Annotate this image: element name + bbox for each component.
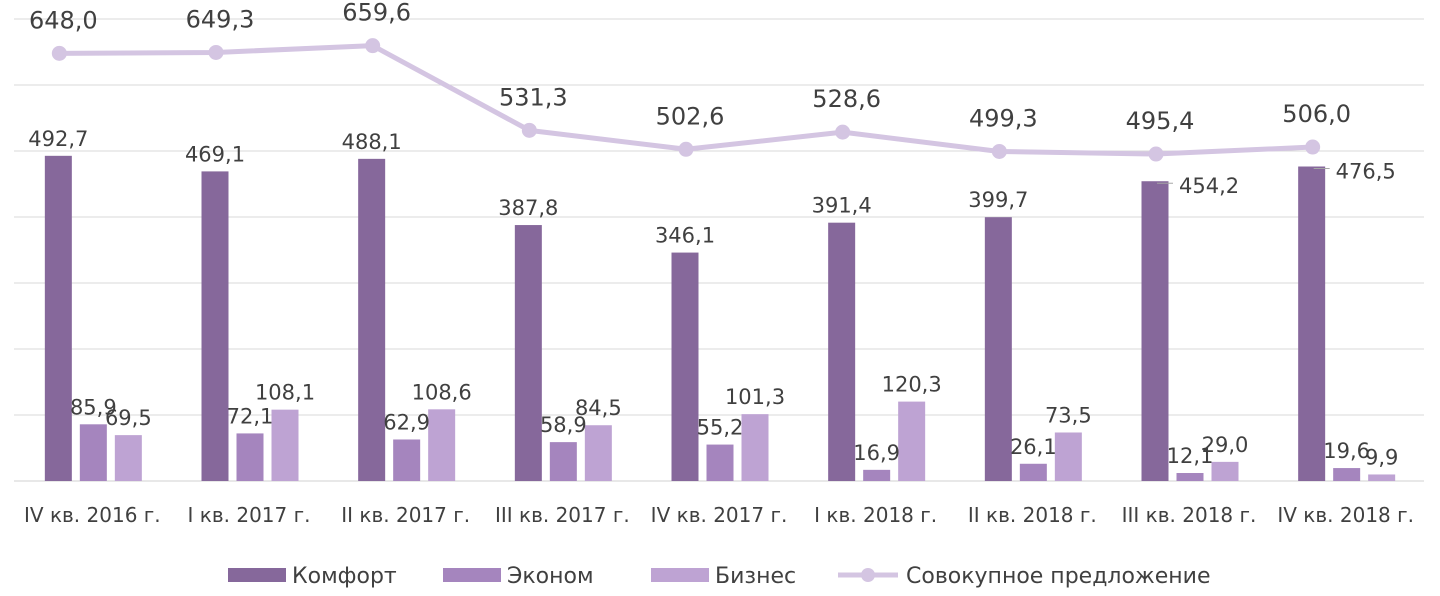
total-line-point <box>1148 146 1164 162</box>
bar-value-label: 120,3 <box>882 373 942 397</box>
total-line-point <box>991 143 1007 159</box>
x-tick-label: IV кв. 2017 г. <box>651 503 788 527</box>
bar-value-label: 72,1 <box>227 404 274 428</box>
bar-ekonom <box>1333 468 1361 481</box>
bar-komfort <box>201 171 229 482</box>
bar-value-label: 346,1 <box>655 224 715 248</box>
bar-biznes <box>584 425 612 481</box>
total-line-point <box>1305 139 1321 155</box>
bar-value-label: 476,5 <box>1336 160 1396 184</box>
total-value-label: 506,0 <box>1282 100 1351 128</box>
bar-ekonom <box>236 433 264 481</box>
bar-komfort <box>671 252 699 481</box>
bar-biznes <box>898 401 926 481</box>
gridlines <box>14 18 1424 482</box>
bar-value-label: 387,8 <box>498 196 558 220</box>
bar-ekonom <box>706 444 734 481</box>
legend-label: Совокупное предложение <box>906 564 1211 589</box>
bar-value-label: 108,1 <box>255 381 315 405</box>
bar-value-label: 108,6 <box>412 380 472 404</box>
total-value-label: 502,6 <box>656 102 725 130</box>
bar-biznes <box>1211 461 1239 481</box>
bar-komfort <box>44 155 72 481</box>
total-value-label: 495,4 <box>1126 107 1195 135</box>
total-line-point <box>51 45 67 61</box>
bar-value-label: 399,7 <box>968 188 1028 212</box>
legend-swatch <box>651 568 709 582</box>
total-value-label: 528,6 <box>812 85 881 113</box>
legend-label: Эконом <box>507 564 594 589</box>
bar-value-label: 492,7 <box>28 127 88 151</box>
x-tick-label: IV кв. 2018 г. <box>1277 503 1414 527</box>
bar-komfort <box>1141 181 1169 481</box>
bar-value-label: 469,1 <box>185 142 245 166</box>
total-line-path <box>59 43 1313 157</box>
bar-value-label: 101,3 <box>725 385 785 409</box>
bar-komfort <box>828 222 856 481</box>
total-value-label: 531,3 <box>499 83 568 111</box>
total-value-label: 659,6 <box>342 0 411 27</box>
bar-value-label: 26,1 <box>1010 435 1057 459</box>
bar-value-label: 62,9 <box>383 410 430 434</box>
total-value-label: 648,0 <box>29 6 98 34</box>
bar-biznes <box>1054 432 1082 481</box>
bar-value-label: 9,9 <box>1365 445 1398 469</box>
data-labels: 492,7 469,1 488,1 387,8 346,1 391,4 399,7 454,2… <box>28 0 1398 469</box>
bar-value-label: 84,5 <box>575 396 622 420</box>
bar-komfort <box>1298 166 1326 481</box>
bar-ekonom <box>393 439 421 481</box>
bar-ekonom <box>79 424 107 481</box>
bar-value-label: 16,9 <box>853 441 900 465</box>
legend-label: Бизнес <box>715 564 796 589</box>
bar-komfort <box>984 217 1012 481</box>
x-tick-label: II кв. 2017 г. <box>341 503 470 527</box>
total-line-point <box>678 141 694 157</box>
x-tick-label: IV кв. 2016 г. <box>24 503 161 527</box>
bar-value-label: 454,2 <box>1179 174 1239 198</box>
legend: Комфорт Эконом Бизнес Совокупное предложени… <box>228 564 1211 589</box>
bars <box>44 155 1396 482</box>
legend-line-marker <box>861 568 875 582</box>
bar-value-label: 391,4 <box>812 194 872 218</box>
bar-value-label: 69,5 <box>105 406 152 430</box>
bar-ekonom <box>863 469 891 481</box>
bar-value-label: 58,9 <box>540 413 587 437</box>
total-line-point <box>835 124 851 140</box>
bar-ekonom <box>1176 473 1204 481</box>
x-axis: IV кв. 2016 г. I кв. 2017 г. II кв. 2017 г… <box>24 503 1414 527</box>
bar-value-label: 73,5 <box>1045 403 1092 427</box>
bar-value-label: 488,1 <box>342 130 402 154</box>
legend-label: Комфорт <box>292 564 397 589</box>
legend-swatch <box>443 568 501 582</box>
bar-biznes <box>114 435 142 481</box>
bar-value-label: 29,0 <box>1202 433 1249 457</box>
bar-ekonom <box>549 442 577 481</box>
bar-komfort <box>514 225 542 481</box>
total-value-label: 649,3 <box>186 5 255 33</box>
bar-value-label: 55,2 <box>697 416 744 440</box>
x-tick-label: III кв. 2018 г. <box>1122 503 1257 527</box>
total-line-point <box>208 44 224 60</box>
bar-biznes <box>428 409 456 481</box>
x-tick-label: I кв. 2018 г. <box>814 503 937 527</box>
bar-value-label: 19,6 <box>1323 439 1370 463</box>
bar-biznes <box>271 409 299 481</box>
x-tick-label: II кв. 2018 г. <box>968 503 1097 527</box>
x-tick-label: III кв. 2017 г. <box>495 503 630 527</box>
bar-biznes <box>1368 474 1396 481</box>
bar-ekonom <box>1019 463 1047 481</box>
total-line <box>51 38 1321 162</box>
bar-biznes <box>741 414 769 481</box>
legend-swatch <box>228 568 286 582</box>
bar-komfort <box>358 158 386 481</box>
total-line-point <box>365 38 381 54</box>
bar-value-label: 85,9 <box>70 395 117 419</box>
x-tick-label: I кв. 2017 г. <box>188 503 311 527</box>
total-line-point <box>521 122 537 138</box>
total-value-label: 499,3 <box>969 104 1038 132</box>
bar-value-label: 12,1 <box>1167 444 1214 468</box>
